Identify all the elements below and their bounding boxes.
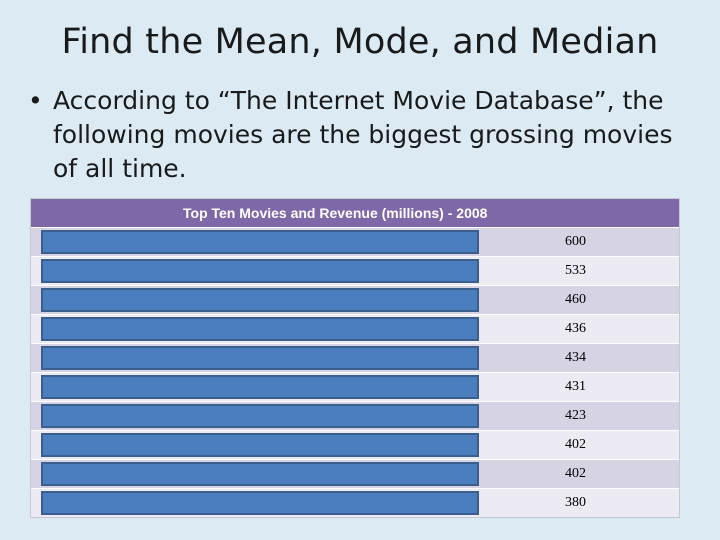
- table-row: 402: [31, 431, 679, 459]
- movie-title-redacted: [41, 230, 479, 254]
- movie-title-redacted: [41, 288, 479, 312]
- slide-title: Find the Mean, Mode, and Median: [61, 22, 659, 62]
- movie-title-redacted: [41, 433, 479, 457]
- movie-title-redacted: [41, 462, 479, 486]
- table-row: 402: [31, 460, 679, 488]
- revenue-cell: 380: [565, 495, 586, 510]
- movie-title-redacted: [41, 375, 479, 399]
- movie-title-redacted: [41, 317, 479, 341]
- revenue-cell: 600: [565, 234, 586, 249]
- revenue-cell: 434: [565, 350, 586, 365]
- table-row: 460: [31, 286, 679, 314]
- table-row: 434: [31, 344, 679, 372]
- table-header: Top Ten Movies and Revenue (millions) - …: [31, 199, 679, 227]
- revenue-cell: 460: [565, 292, 586, 307]
- revenue-cell: 423: [565, 408, 586, 423]
- table-row: 436: [31, 315, 679, 343]
- revenue-cell: 533: [565, 263, 586, 278]
- bullet-text: According to “The Internet Movie Databas…: [53, 86, 673, 183]
- revenue-cell: 436: [565, 321, 586, 336]
- revenue-cell: 431: [565, 379, 586, 394]
- table-row: 423: [31, 402, 679, 430]
- movie-title-redacted: [41, 404, 479, 428]
- movie-title-redacted: [41, 346, 479, 370]
- revenue-table: Top Ten Movies and Revenue (millions) - …: [30, 198, 680, 518]
- table-row: 533: [31, 257, 679, 285]
- movie-title-redacted: [41, 491, 479, 515]
- table-row: 431: [31, 373, 679, 401]
- table-row: 380: [31, 489, 679, 517]
- table-row: 600: [31, 228, 679, 256]
- table-header-label: Top Ten Movies and Revenue (millions) - …: [183, 205, 488, 221]
- revenue-cell: 402: [565, 437, 586, 452]
- movie-title-redacted: [41, 259, 479, 283]
- bullet-marker: •: [28, 86, 43, 115]
- revenue-cell: 402: [565, 466, 586, 481]
